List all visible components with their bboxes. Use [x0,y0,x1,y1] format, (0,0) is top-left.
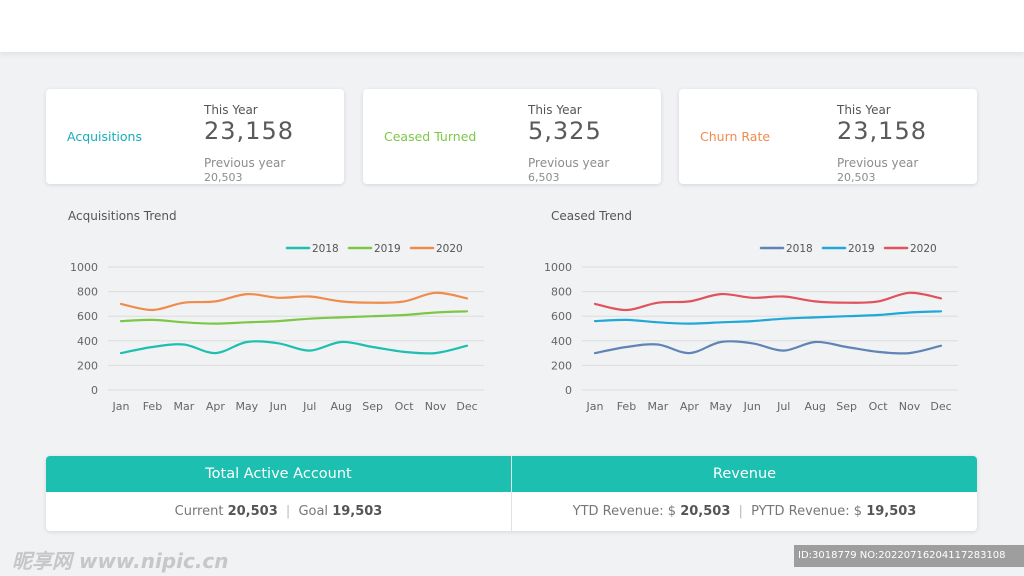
total-active-account-header: Total Active Account [46,456,511,492]
x-tick-label: Jul [302,400,316,413]
this-year-value: 23,158 [837,117,927,145]
previous-year-value: 20,503 [204,171,243,184]
this-year-value: 23,158 [204,117,294,145]
kpi-label: Acquisitions [67,129,142,144]
acquisitions-trend-chart: 0 200 400 600 800 1000 Jan Feb Mar Apr May Jun Jul Au… [70,243,484,413]
y-tick-label: 400 [551,335,572,348]
total-active-account-title: Total Active Account [205,466,352,482]
pytd-revenue-value: 19,503 [866,504,917,519]
revenue-title: Revenue [712,466,777,482]
ytd-revenue-value: 20,503 [680,504,731,519]
x-tick-label: Jun [269,400,287,413]
x-tick-label: May [709,400,732,413]
y-tick-label: 800 [77,286,98,299]
current-value: 20,503 [227,504,278,519]
x-tick-label: Oct [869,400,889,413]
x-tick-label: Jan [112,400,130,413]
ytd-revenue-label: YTD Revenue: $ [572,504,677,519]
revenue-header: Revenue [512,456,977,492]
x-tick-label: Apr [680,400,700,413]
kpi-label: Ceased Turned [384,129,477,144]
x-tick-label: Feb [143,400,162,413]
series-line-2018 [119,340,469,355]
legend-label: 2020 [910,243,937,255]
watermark-logo: 昵享网 www.nipic.cn [12,549,229,573]
series-line-2019 [119,310,469,325]
legend-label: 2019 [848,243,875,255]
separator: | [738,504,743,519]
series-line-2018 [593,340,943,355]
x-tick-label: Oct [395,400,415,413]
total-active-account-body: Current 20,503 | Goal 19,503 [46,492,511,531]
x-tick-label: Feb [617,400,636,413]
legend-label: 2019 [374,243,401,255]
y-tick-label: 0 [91,384,98,397]
this-year-value: 5,325 [528,117,602,145]
kpi-label: Churn Rate [700,129,771,144]
y-tick-label: 200 [551,359,572,372]
goal-value: 19,503 [332,504,383,519]
kpi-card-churn-rate: Churn Rate This Year 23,158 Previous yea… [679,89,977,184]
x-tick-label: Jan [586,400,604,413]
y-tick-label: 600 [77,310,98,323]
kpi-card-ceased-turned: Ceased Turned This Year 5,325 Previous y… [363,89,661,184]
series-line-2020 [119,291,469,312]
acquisitions-trend-title: Acquisitions Trend [68,209,177,223]
kpi-card-acquisitions: Acquisitions This Year 23,158 Previous y… [46,89,344,184]
ceased-trend-chart: 0 200 400 600 800 1000 Jan Feb Mar Apr May Jun Jul Au… [544,243,958,413]
this-year-label: This Year [837,103,891,117]
top-header-bar [0,0,1024,52]
y-tick-label: 1000 [544,261,572,274]
column-divider [511,456,512,531]
x-tick-label: Sep [362,400,383,413]
x-tick-label: Dec [930,400,951,413]
goal-label: Goal [298,504,329,519]
series-line-2020 [593,291,943,312]
y-tick-label: 0 [565,384,572,397]
watermark-id: ID:3018779 NO:20220716204117283108 [794,545,1024,567]
previous-year-value: 20,503 [837,171,876,184]
series-line-2019 [593,310,943,325]
x-tick-label: Apr [206,400,226,413]
legend-label: 2018 [786,243,813,255]
previous-year-value: 6,503 [528,171,560,184]
previous-year-label: Previous year [204,156,286,170]
y-tick-label: 800 [551,286,572,299]
legend-label: 2020 [436,243,463,255]
x-tick-label: May [235,400,258,413]
x-tick-label: Aug [804,400,825,413]
x-tick-label: Jul [776,400,790,413]
x-tick-label: Mar [648,400,669,413]
x-tick-label: Sep [836,400,857,413]
x-tick-label: Jun [743,400,761,413]
this-year-label: This Year [204,103,258,117]
previous-year-label: Previous year [528,156,610,170]
y-tick-label: 400 [77,335,98,348]
current-label: Current [174,504,224,519]
legend-label: 2018 [312,243,339,255]
separator: | [285,504,291,519]
previous-year-label: Previous year [837,156,919,170]
x-tick-label: Aug [330,400,351,413]
revenue-body: YTD Revenue: $ 20,503 | PYTD Revenue: $ … [512,492,977,531]
summary-panel: Total Active Account Revenue Current 20,… [46,456,977,531]
y-tick-label: 600 [551,310,572,323]
ceased-trend-title: Ceased Trend [551,209,633,223]
y-tick-label: 1000 [70,261,98,274]
x-tick-label: Mar [174,400,195,413]
this-year-label: This Year [528,103,582,117]
pytd-revenue-label: PYTD Revenue: $ [751,504,863,519]
x-tick-label: Nov [899,400,921,413]
y-tick-label: 200 [77,359,98,372]
x-tick-label: Dec [456,400,477,413]
x-tick-label: Nov [425,400,447,413]
